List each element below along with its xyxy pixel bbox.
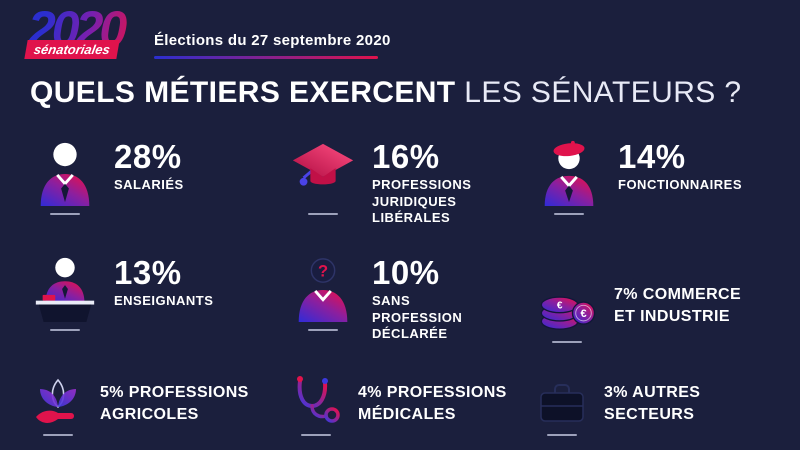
svg-text:€: € <box>580 307 586 319</box>
stat-value: 13% <box>114 254 182 291</box>
stat-textcol: 28% SALARIÉS <box>114 138 184 194</box>
teacher-icon <box>30 254 100 331</box>
agriculture-icon <box>30 373 86 436</box>
stat-text: 5% PROFESSIONS AGRICOLES <box>100 384 249 423</box>
page-title: QUELS MÉTIERS EXERCENT LES SÉNATEURS ? <box>30 76 741 110</box>
unknown-profession-icon: ? <box>288 254 358 331</box>
stat-enseignants: 13% ENSEIGNANTS <box>30 254 288 358</box>
icon-underline <box>554 213 584 215</box>
stat-text: 3% AUTRES SECTEURS <box>604 384 701 423</box>
stat-autres: 3% AUTRES SECTEURS <box>534 358 778 450</box>
graduation-cap-icon <box>288 138 358 215</box>
icon-underline <box>308 329 338 331</box>
icon-underline <box>547 433 577 436</box>
stat-medicales: 4% PROFESSIONS MÉDICALES <box>288 358 534 450</box>
stat-agricoles: 5% PROFESSIONS AGRICOLES <box>30 358 288 450</box>
logo-badge: sénatoriales <box>24 40 120 59</box>
stat-value: 10% <box>372 254 440 291</box>
svg-text:?: ? <box>318 261 328 280</box>
stat-text: 7% COMMERCE ET INDUSTRIE <box>614 286 742 325</box>
other-sectors-icon <box>534 373 590 436</box>
stat-salaries: 28% SALARIÉS <box>30 138 288 254</box>
icon-underline <box>552 340 582 343</box>
stat-label: ENSEIGNANTS <box>114 292 214 308</box>
coins-icon: € € <box>534 270 600 343</box>
stat-label: SANS PROFESSION DÉCLARÉE <box>372 292 463 342</box>
stat-text: 4% PROFESSIONS MÉDICALES <box>358 384 507 423</box>
stat-label: SALARIÉS <box>114 176 184 192</box>
stat-fonctionnaires: 14% FONCTIONNAIRES <box>534 138 778 254</box>
stat-textcol: 14% FONCTIONNAIRES <box>618 138 742 194</box>
svg-text:€: € <box>557 300 563 311</box>
stat-commerce: € € 7% COMMERCE ET INDUSTRIE <box>534 254 778 358</box>
stat-textcol: 16% PROFESSIONS JURIDIQUES LIBÉRALES <box>372 138 471 227</box>
stat-textcol: 13% ENSEIGNANTS <box>114 254 213 310</box>
icon-underline <box>43 433 73 436</box>
stat-juridiques: 16% PROFESSIONS JURIDIQUES LIBÉRALES <box>288 138 534 254</box>
subtitle-underline <box>154 56 378 59</box>
medical-icon <box>288 373 344 436</box>
stat-value: 14% <box>618 138 686 175</box>
stat-textcol: 10% SANS PROFESSION DÉCLARÉE <box>372 254 462 343</box>
icon-underline <box>308 213 338 215</box>
stat-value: 16% <box>372 138 440 175</box>
icon-underline <box>50 329 80 331</box>
employee-icon <box>30 138 100 215</box>
election-date-subtitle: Élections du 27 septembre 2020 <box>154 32 391 49</box>
civil-servant-icon <box>534 138 604 215</box>
stat-sans-profession: ? 10% SANS PROFESSION DÉCLARÉE <box>288 254 534 358</box>
senatoriales-2020-logo: 2020 sénatoriales <box>24 4 152 64</box>
icon-underline <box>50 213 80 215</box>
stats-grid: 28% SALARIÉS 16% PROFESSIO <box>30 138 778 450</box>
stat-label: FONCTIONNAIRES <box>618 176 742 192</box>
stat-label: PROFESSIONS JURIDIQUES LIBÉRALES <box>372 176 472 226</box>
icon-underline <box>301 433 331 436</box>
page-title-light: LES SÉNATEURS ? <box>464 76 742 109</box>
page-title-bold: QUELS MÉTIERS EXERCENT <box>30 76 456 109</box>
stat-value: 28% <box>114 138 182 175</box>
